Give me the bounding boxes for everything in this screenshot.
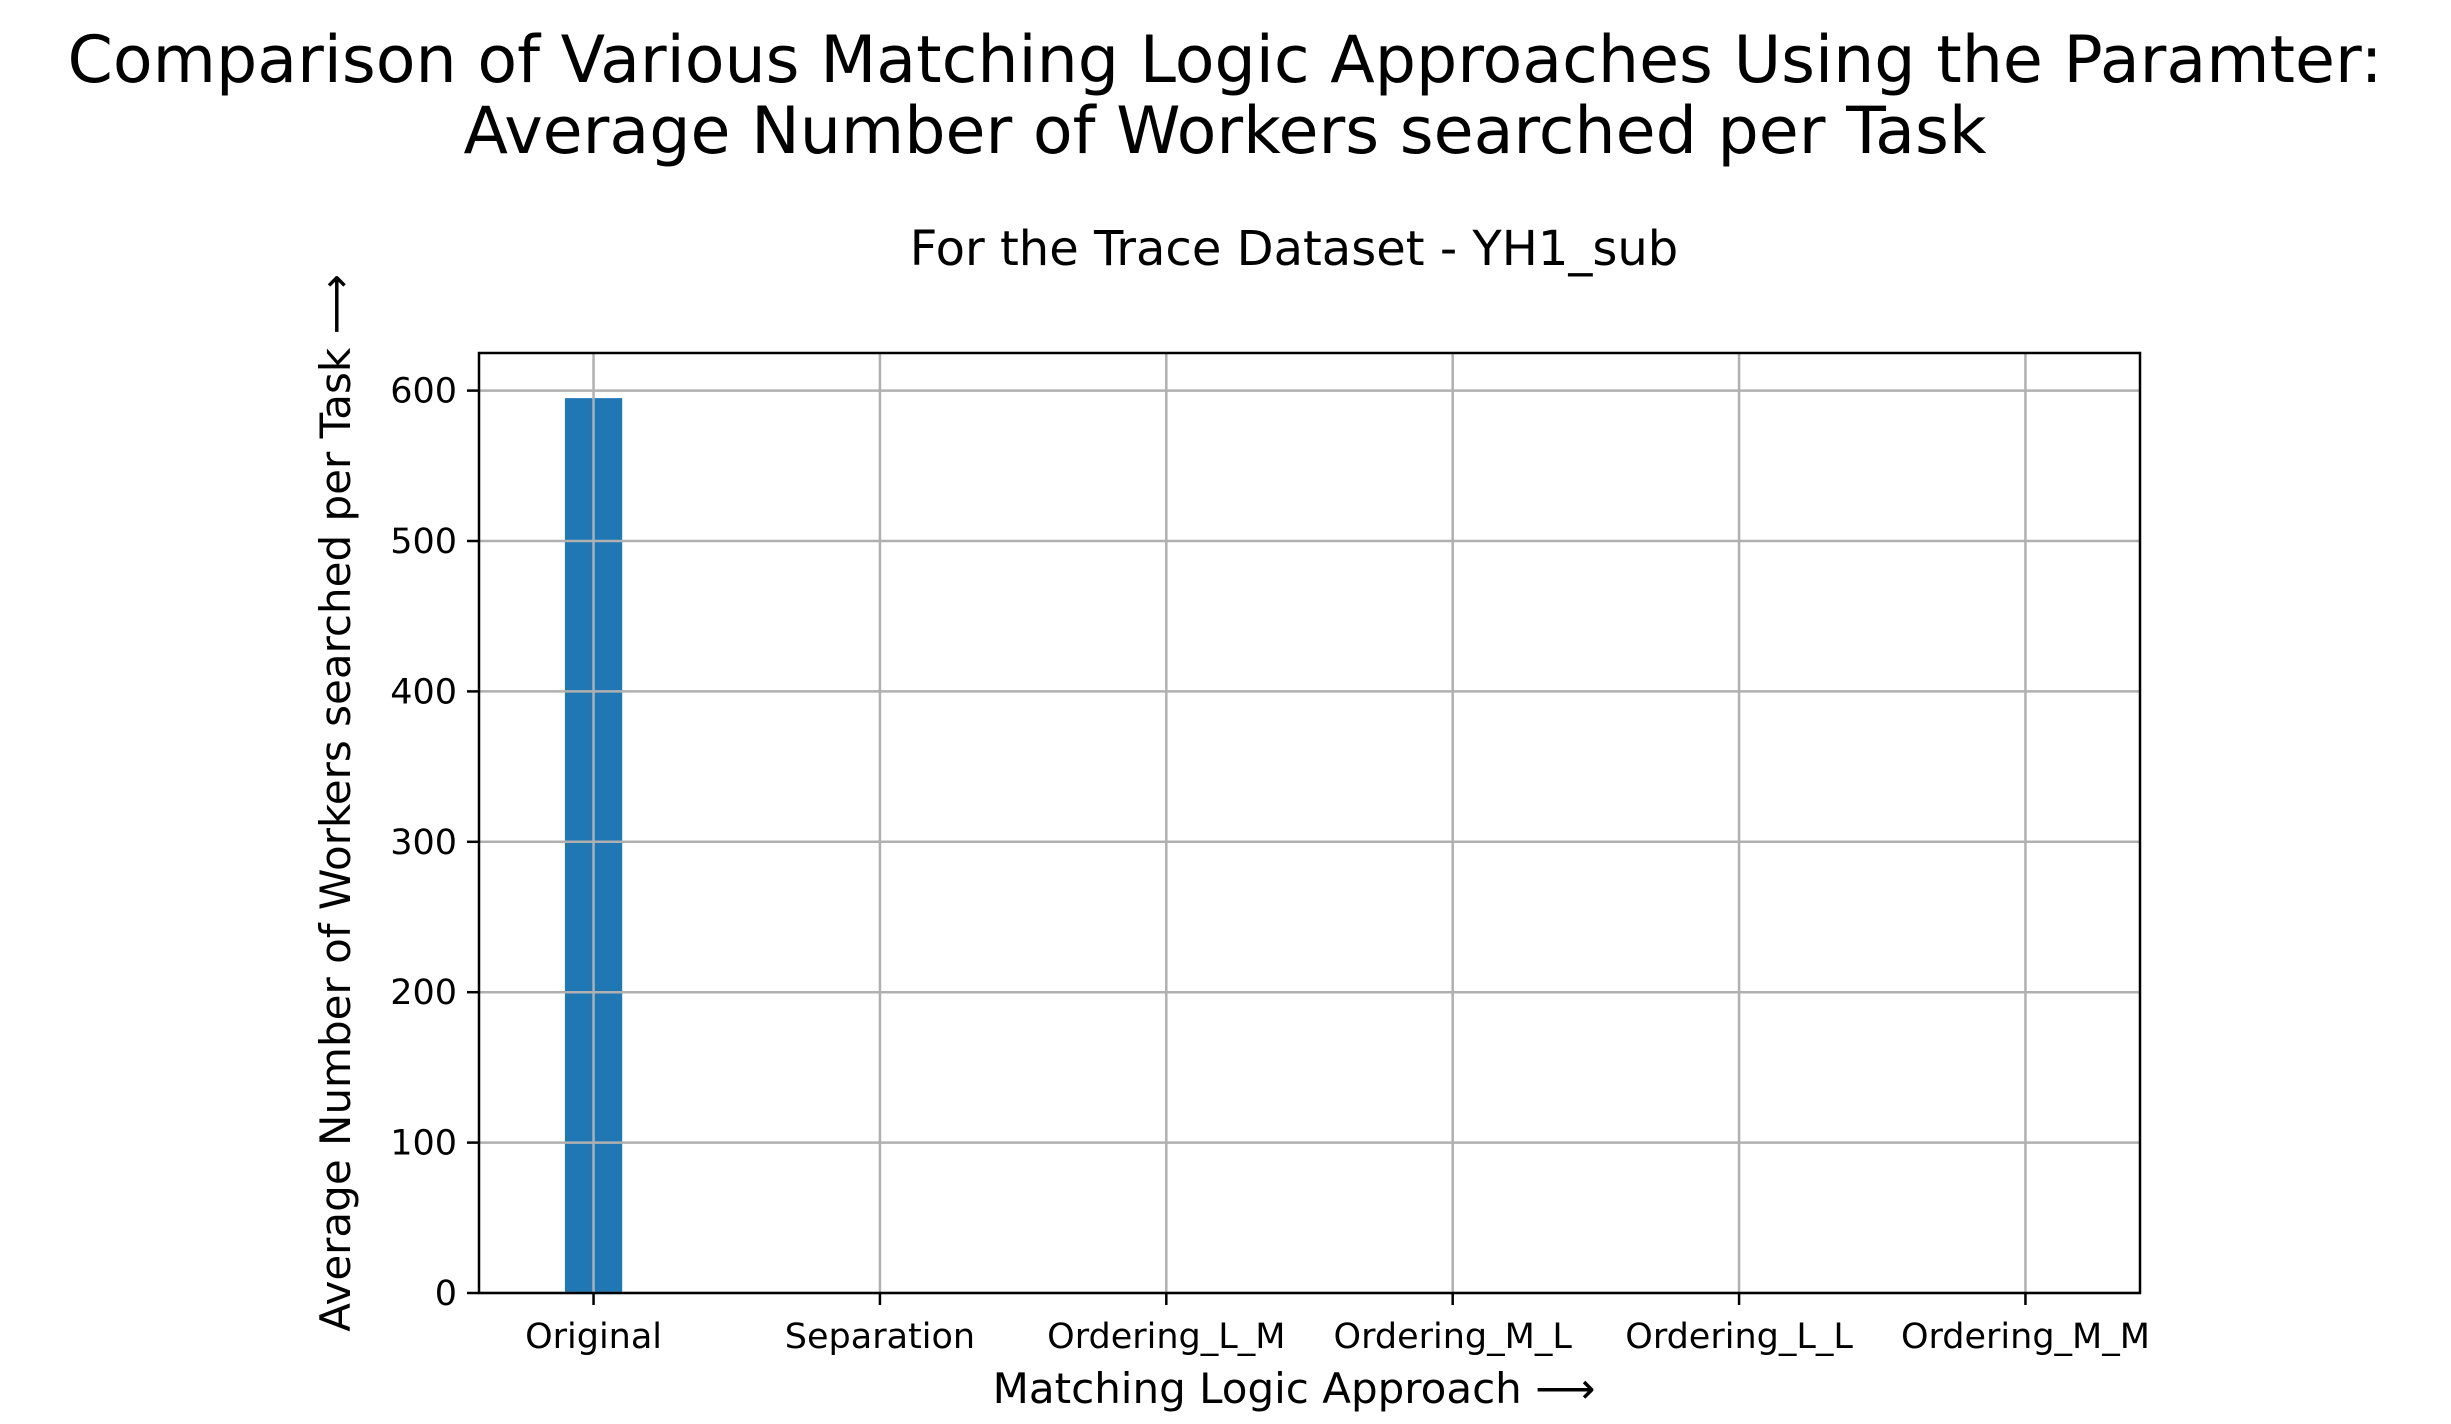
chart-subtitle: For the Trace Dataset - YH1_sub (910, 221, 1679, 277)
x-tick-label-ordering-l-m: Ordering_L_M (1047, 1317, 1285, 1357)
x-tick-label-ordering-m-l: Ordering_M_L (1334, 1317, 1573, 1357)
y-tick-label-100: 100 (390, 1124, 457, 1164)
y-tick-label-0: 0 (435, 1274, 457, 1314)
y-tick-label-400: 400 (390, 672, 457, 712)
grid-lines-over-bars (479, 353, 2140, 1295)
y-tick-label-300: 300 (390, 823, 457, 863)
y-tick-label-200: 200 (390, 973, 457, 1013)
plot-area-frame (477, 351, 2142, 1295)
y-axis-ticks: 0 100 200 300 400 500 600 (390, 372, 479, 1314)
chart-title-line-1: Comparison of Various Matching Logic App… (68, 23, 2383, 98)
y-axis-label: Average Number of Workers searched per T… (311, 274, 360, 1332)
x-axis-ticks: Original Separation Ordering_L_M Ordering_M… (525, 1293, 2150, 1357)
x-tick-label-separation: Separation (785, 1317, 975, 1357)
x-axis-label: Matching Logic Approach ⟶ (993, 1364, 1596, 1413)
x-tick-label-ordering-l-l: Ordering_L_L (1625, 1317, 1853, 1357)
y-tick-label-600: 600 (390, 372, 457, 412)
chart-title-line-2: Average Number of Workers searched per T… (464, 94, 1987, 169)
x-tick-label-ordering-m-m: Ordering_M_M (1901, 1317, 2150, 1357)
y-tick-label-500: 500 (390, 522, 457, 562)
x-tick-label-original: Original (525, 1317, 662, 1357)
